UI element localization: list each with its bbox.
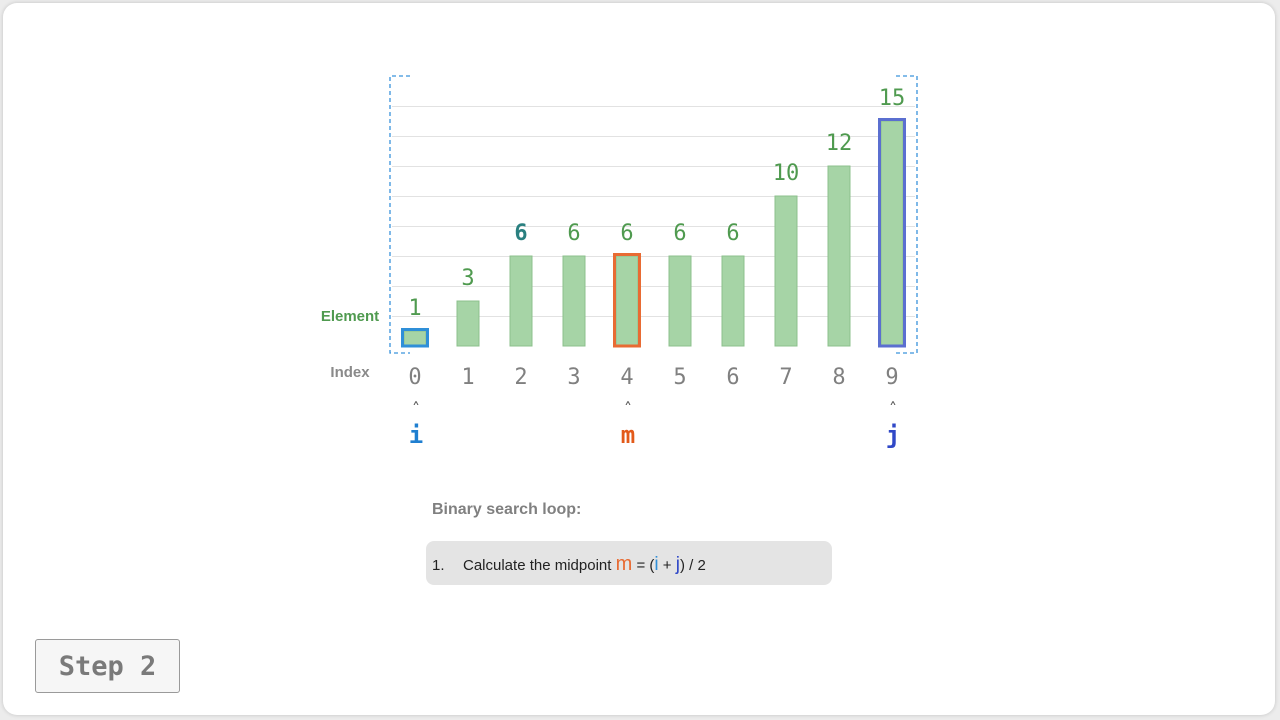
slide-card	[3, 3, 1275, 715]
value-label-1: 3	[461, 266, 474, 291]
pointers: ˄ i ˄ m ˄ j	[409, 399, 900, 449]
bar-7	[774, 195, 798, 347]
bar-8	[827, 165, 851, 347]
search-range-bracket	[389, 75, 918, 354]
pointer-label-j: j	[886, 421, 900, 449]
index-label-6: 6	[726, 365, 739, 390]
bars	[401, 118, 906, 348]
index-label-1: 1	[461, 365, 474, 390]
index-labels: 0 1 2 3 4 5 6 7 8 9	[408, 365, 898, 390]
value-label-3: 6	[567, 221, 580, 246]
bar-2	[509, 255, 533, 347]
value-labels: 1 3 6 6 6 6 6 10 12 15	[408, 86, 905, 321]
step-line: 1. Calculate the midpoint m = (i + j) / 2	[432, 553, 706, 576]
bar-0	[403, 330, 427, 347]
index-label-8: 8	[832, 365, 845, 390]
index-label-4: 4	[620, 365, 633, 390]
highlight-i	[401, 328, 429, 348]
index-label-0: 0	[408, 365, 421, 390]
element-row-label: Element	[321, 308, 379, 325]
formula-m: m	[615, 553, 633, 575]
pointer-arrow-i: ˄	[412, 399, 420, 418]
formula-tail: ) / 2	[679, 557, 706, 574]
pointer-arrow-j: ˄	[889, 399, 897, 418]
pointer-label-i: i	[409, 421, 423, 449]
value-label-9: 15	[879, 86, 906, 111]
bar-6	[721, 255, 745, 347]
highlight-m	[613, 253, 641, 348]
index-label-3: 3	[567, 365, 580, 390]
formula-i: i	[654, 554, 659, 575]
range-bracket	[389, 75, 918, 354]
index-row-label: Index	[330, 364, 370, 381]
value-label-7: 10	[773, 161, 800, 186]
formula-eq: = (	[636, 557, 655, 574]
step-box	[426, 541, 832, 585]
index-label-7: 7	[779, 365, 792, 390]
value-label-6: 6	[726, 221, 739, 246]
bar-1	[456, 300, 480, 347]
pointer-arrow-m: ˄	[624, 399, 632, 418]
value-label-5: 6	[673, 221, 686, 246]
formula-j: j	[675, 554, 680, 575]
index-label-5: 5	[673, 365, 686, 390]
bar-5	[668, 255, 692, 347]
value-label-8: 12	[826, 131, 853, 156]
bar-3	[562, 255, 586, 347]
highlight-j	[878, 118, 906, 348]
step-number: 1.	[432, 557, 445, 574]
step-text: Calculate the midpoint	[463, 557, 612, 574]
value-label-4: 6	[620, 221, 633, 246]
value-label-2: 6	[514, 221, 527, 246]
step-button[interactable]: Step 2	[35, 639, 180, 693]
formula-plus: +	[662, 557, 672, 574]
pointer-label-m: m	[621, 421, 635, 449]
loop-title: Binary search loop:	[432, 501, 582, 518]
index-label-9: 9	[885, 365, 898, 390]
value-label-0: 1	[408, 296, 421, 321]
bar-4	[615, 255, 639, 347]
bar-9	[880, 120, 904, 347]
index-label-2: 2	[514, 365, 527, 390]
